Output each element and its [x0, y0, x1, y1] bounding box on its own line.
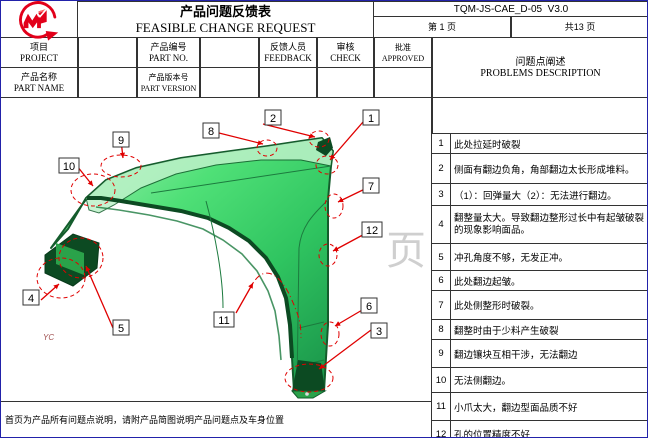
- svg-text:8: 8: [208, 126, 214, 138]
- svg-text:7: 7: [368, 181, 374, 193]
- svg-text:5: 5: [118, 323, 124, 335]
- svg-text:4: 4: [28, 293, 34, 305]
- svg-text:1: 1: [368, 113, 374, 125]
- svg-text:3: 3: [376, 326, 382, 338]
- svg-text:10: 10: [63, 161, 75, 173]
- svg-text:2: 2: [270, 113, 276, 125]
- svg-text:6: 6: [366, 301, 372, 313]
- svg-text:12: 12: [366, 225, 378, 237]
- svg-text:11: 11: [218, 315, 229, 327]
- svg-text:9: 9: [118, 135, 124, 147]
